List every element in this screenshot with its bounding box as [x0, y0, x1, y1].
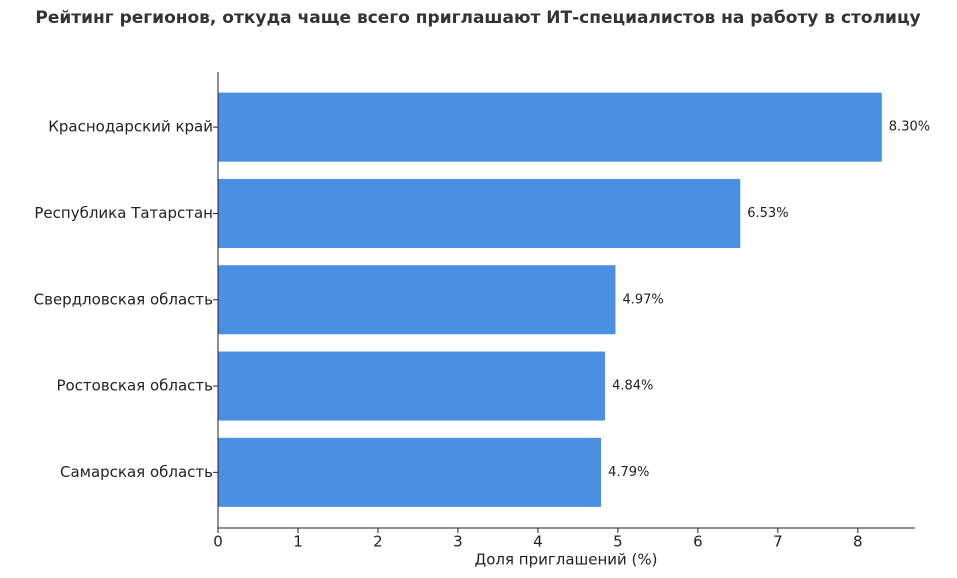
x-tick-label: 8 — [853, 533, 863, 551]
value-label: 4.79% — [608, 465, 649, 480]
bar — [218, 178, 741, 248]
y-tick-label: Ростовская область — [56, 377, 213, 395]
chart-title: Рейтинг регионов, откуда чаще всего приг… — [35, 8, 920, 28]
x-tick-label: 1 — [293, 533, 303, 551]
bar — [218, 351, 606, 421]
x-axis-label: Доля приглашений (%) — [475, 551, 658, 569]
y-tick-label: Самарская область — [60, 463, 213, 481]
y-tick-label: Краснодарский край — [48, 118, 213, 136]
x-tick-label: 0 — [213, 533, 223, 551]
value-label: 8.30% — [889, 120, 930, 135]
x-tick-label: 7 — [773, 533, 783, 551]
y-tick-label: Свердловская область — [34, 290, 213, 308]
bar — [218, 265, 616, 335]
x-tick-label: 2 — [373, 533, 383, 551]
y-tick-label: Республика Татарстан — [34, 204, 213, 222]
x-tick-label: 4 — [533, 533, 543, 551]
value-label: 6.53% — [747, 206, 788, 221]
x-tick-label: 5 — [613, 533, 623, 551]
value-label: 4.84% — [612, 379, 653, 394]
bar — [218, 92, 882, 162]
bar — [218, 437, 602, 507]
x-tick-label: 3 — [453, 533, 463, 551]
x-tick-label: 6 — [693, 533, 703, 551]
value-label: 4.97% — [622, 292, 663, 307]
